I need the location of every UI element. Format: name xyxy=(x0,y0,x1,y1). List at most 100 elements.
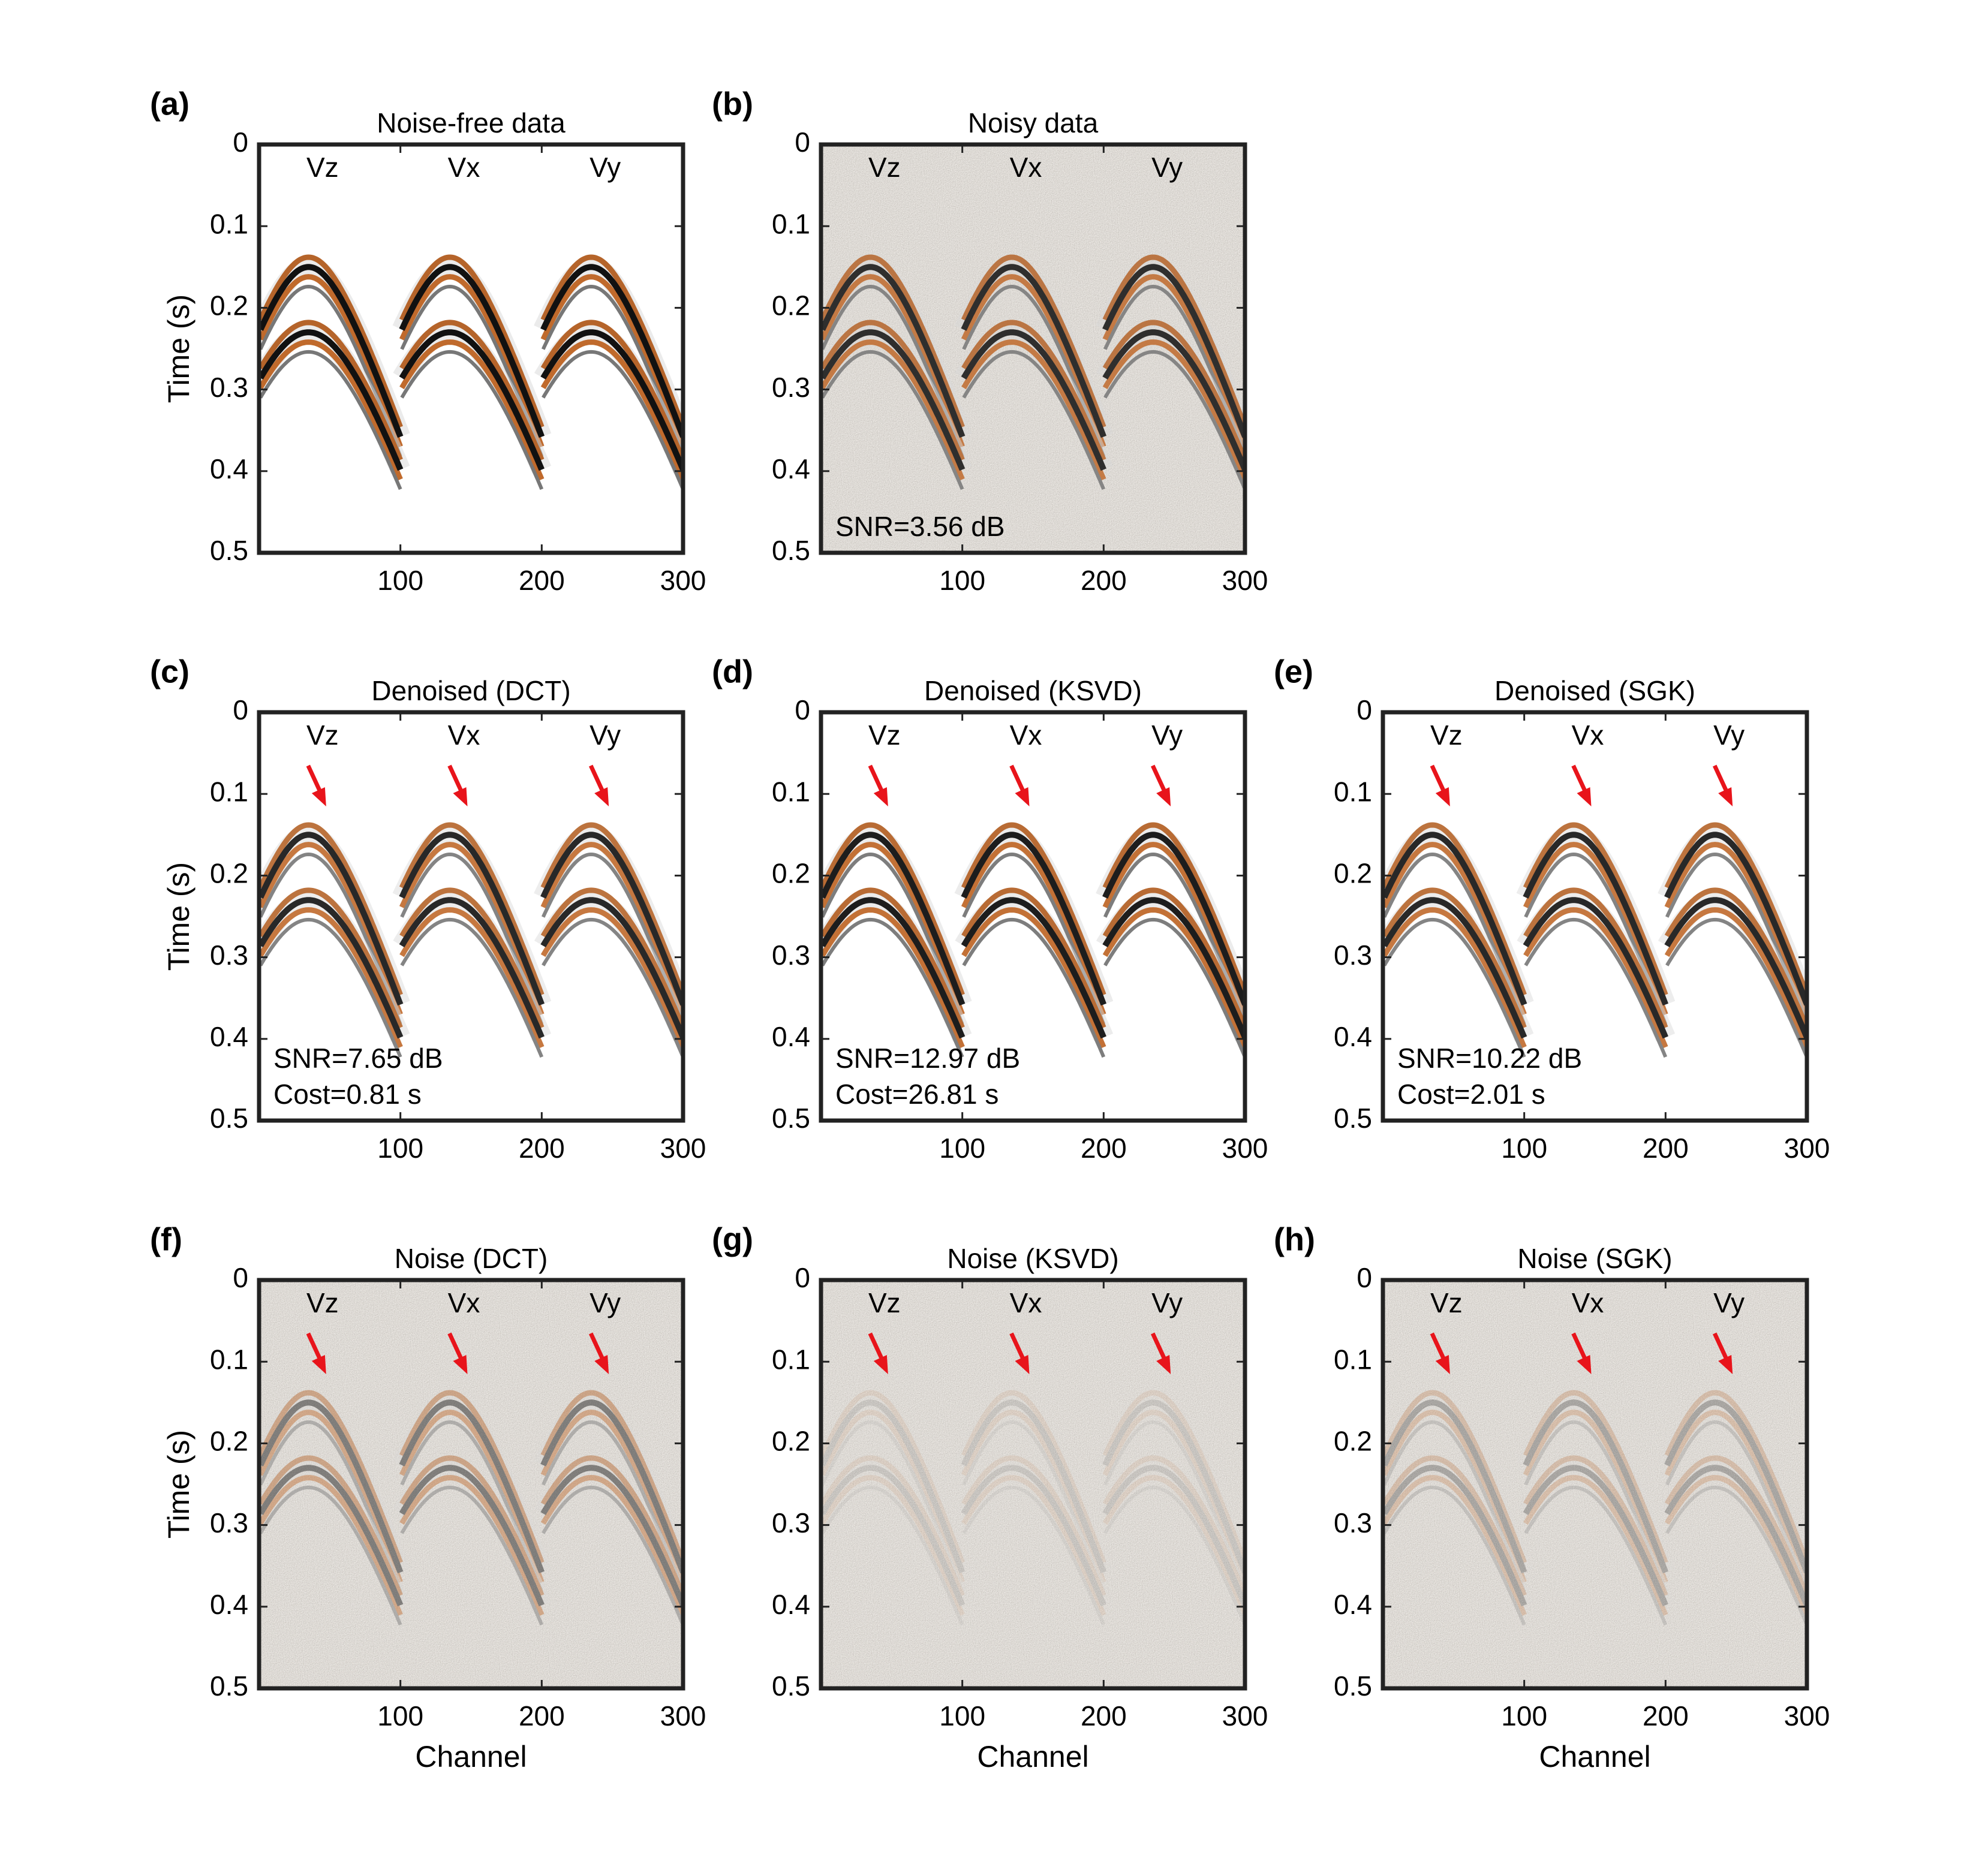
event-side xyxy=(1664,822,1807,996)
event-trough xyxy=(1524,1420,1668,1593)
component-label: Vx xyxy=(1572,719,1604,751)
event-trough xyxy=(1103,350,1245,490)
event-trough xyxy=(400,917,544,1058)
event-peak xyxy=(540,897,683,1039)
panel-title: Noisy data xyxy=(968,107,1099,138)
event-side xyxy=(1523,1390,1668,1564)
event-trough xyxy=(962,917,1106,1058)
event-peak xyxy=(259,329,404,471)
event-peak xyxy=(540,329,683,471)
y-tick-label: 0.2 xyxy=(1334,1426,1372,1457)
event-side xyxy=(540,842,683,1016)
panel-label: (g) xyxy=(712,1221,753,1257)
event-side xyxy=(259,887,403,1029)
event-side xyxy=(259,1410,403,1583)
arrow-head xyxy=(1718,1355,1733,1374)
y-tick-label: 0.4 xyxy=(772,453,810,484)
event-side xyxy=(821,887,965,1029)
event-trough xyxy=(962,1485,1106,1626)
event-trough xyxy=(400,350,544,490)
event-side xyxy=(399,320,545,461)
event-halo xyxy=(955,1458,1114,1609)
event-halo xyxy=(1096,1458,1245,1609)
event-trough xyxy=(962,1420,1106,1593)
event-side xyxy=(1383,907,1527,1049)
axes-frame xyxy=(1381,710,1809,1123)
event-side xyxy=(961,887,1106,1029)
event-trough xyxy=(1383,1420,1526,1593)
event-peak xyxy=(1523,832,1668,1006)
x-tick-label: 300 xyxy=(660,1700,706,1732)
event-peak xyxy=(1102,897,1245,1039)
x-tick-label: 200 xyxy=(1081,1133,1127,1164)
annotation: SNR=12.97 dB xyxy=(835,1043,1020,1074)
event-trough xyxy=(1665,917,1807,1058)
event-side xyxy=(821,339,965,481)
event-side xyxy=(1664,1475,1807,1616)
event-halo xyxy=(393,1458,552,1609)
event-side xyxy=(1102,274,1245,448)
event-trough xyxy=(259,350,402,490)
component-label: Vz xyxy=(868,152,901,183)
panel-label: (f) xyxy=(150,1221,182,1257)
event-side xyxy=(259,907,403,1049)
event-side xyxy=(1102,1390,1245,1564)
event-side xyxy=(1664,1410,1807,1583)
component-label: Vy xyxy=(590,719,621,751)
x-tick-label: 300 xyxy=(1784,1700,1830,1732)
event-side xyxy=(399,274,545,448)
event-side xyxy=(1102,339,1245,481)
y-tick-label: 0.5 xyxy=(772,1670,810,1702)
event-peak xyxy=(399,832,545,1006)
x-tick-label: 300 xyxy=(1784,1133,1830,1164)
event-side xyxy=(821,254,965,428)
event-side xyxy=(821,1475,965,1616)
event-side xyxy=(1664,1390,1807,1564)
event-side xyxy=(1383,842,1527,1016)
y-tick-label: 0.3 xyxy=(772,1507,810,1538)
y-tick-label: 0.2 xyxy=(772,290,810,321)
panel-label: (a) xyxy=(150,86,190,122)
panel-title: Noise (SGK) xyxy=(1517,1243,1672,1274)
arrow-head xyxy=(1577,1355,1592,1374)
noise-texture xyxy=(821,1280,1245,1688)
event-trough xyxy=(1524,917,1668,1058)
x-tick-label: 300 xyxy=(1222,565,1268,596)
panel: 0 0.1 0.2 0.3 0.4 0.5 100 200 300 (f) Noise (DCT) T… xyxy=(150,1221,706,1773)
component-label: Vz xyxy=(1430,1287,1463,1318)
event-trough xyxy=(1103,1420,1245,1593)
y-tick-label: 0.1 xyxy=(210,208,248,239)
event-trough xyxy=(259,852,402,1025)
y-tick-label: 0.5 xyxy=(772,1103,810,1134)
panel-label: (d) xyxy=(712,654,753,689)
event-trough xyxy=(542,350,683,490)
x-tick-label: 100 xyxy=(377,565,423,596)
x-tick-label: 200 xyxy=(519,565,565,596)
arrow-head xyxy=(1435,1355,1450,1374)
event-side xyxy=(399,887,545,1029)
axes-frame xyxy=(819,1278,1247,1691)
event-peak xyxy=(259,1465,404,1607)
event-trough xyxy=(962,350,1106,490)
arrow-head xyxy=(1015,1355,1030,1374)
event-side xyxy=(540,254,683,428)
event-side xyxy=(259,842,403,1016)
panel-label: (c) xyxy=(150,654,190,689)
y-tick-label: 0.5 xyxy=(1334,1103,1372,1134)
x-tick-label: 100 xyxy=(939,565,985,596)
y-tick-label: 0.3 xyxy=(772,939,810,971)
event-side xyxy=(821,274,965,448)
event-halo xyxy=(534,1458,683,1609)
y-tick-label: 0.1 xyxy=(1334,776,1372,807)
arrow-head xyxy=(1718,787,1733,806)
event-side xyxy=(1523,907,1668,1049)
event-trough xyxy=(259,917,402,1058)
events xyxy=(1383,1390,1807,1626)
event-peak xyxy=(1383,832,1527,1006)
event-side xyxy=(1664,907,1807,1049)
events xyxy=(259,822,683,1058)
event-peak xyxy=(540,1399,683,1574)
event-peak xyxy=(1102,1399,1245,1574)
component-label: Vx xyxy=(1010,152,1042,183)
event-side xyxy=(961,907,1106,1049)
